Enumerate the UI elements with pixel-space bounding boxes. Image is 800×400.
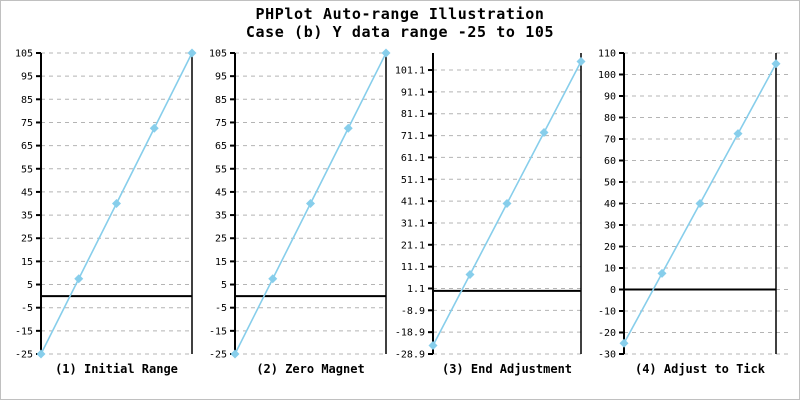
y-tick-label: 90 (604, 92, 616, 103)
y-tick-label: 45 (21, 187, 33, 198)
y-tick-label: 70 (604, 135, 616, 146)
y-tick-label: 35 (21, 211, 33, 222)
y-tick-label: 65 (215, 141, 227, 152)
y-tick-label: 40 (604, 199, 616, 210)
data-point-marker (428, 340, 438, 350)
panel-1: 105 95 85 75 65 55 45 35 25 15 5 -5 -15 -25 (15, 48, 197, 361)
data-point-marker (74, 274, 84, 284)
y-tick-label: 75 (21, 118, 33, 129)
data-point-marker (771, 59, 781, 69)
y-tick-label: 50 (604, 178, 616, 189)
data-point-marker (733, 129, 743, 139)
y-tick-label: 21.1 (401, 240, 425, 251)
data-point-marker (381, 48, 391, 58)
y-tick-label: 11.1 (401, 262, 425, 273)
data-point-marker (657, 268, 667, 278)
data-point-marker (230, 349, 240, 359)
y-tick-label: 101.1 (395, 66, 425, 77)
y-tick-label: 15 (215, 257, 227, 268)
y-tick-label: -5 (21, 303, 33, 314)
y-tick-label: -25 (209, 350, 227, 361)
data-point-marker (112, 199, 121, 208)
y-tick-label: 85 (21, 95, 33, 106)
data-point-marker (149, 123, 159, 133)
y-tick-label: 25 (21, 234, 33, 245)
y-tick-label: 91.1 (401, 87, 425, 98)
y-tick-label: 30 (604, 221, 616, 232)
y-tick-label: 110 (598, 49, 616, 60)
data-point-marker (465, 269, 475, 279)
y-tick-label: 31.1 (401, 218, 425, 229)
chart-title-line1: PHPlot Auto-range Illustration (255, 5, 545, 23)
y-tick-label: 75 (215, 118, 227, 129)
y-tick-label: 95 (21, 72, 33, 83)
panel-caption-4: (4) Adjust to Tick (634, 362, 766, 376)
y-tick-label: -28.9 (395, 350, 425, 361)
y-tick-label: 95 (215, 72, 227, 83)
panel-2: 105 95 85 75 65 55 45 35 25 15 5 -5 -15 -25 (209, 48, 391, 361)
data-point-marker (695, 199, 705, 208)
data-point-marker (268, 274, 278, 284)
data-point-marker (502, 199, 512, 208)
y-tick-label: -25 (15, 350, 33, 361)
y-tick-label: 5 (27, 280, 33, 291)
y-tick-label: 80 (604, 113, 616, 124)
y-tick-label: 60 (604, 156, 616, 167)
y-tick-label: 35 (215, 211, 227, 222)
y-tick-label: 10 (604, 264, 616, 275)
y-tick-label: 55 (21, 164, 33, 175)
data-point-marker (576, 57, 586, 67)
y-tick-label: 1.1 (407, 284, 425, 295)
y-tick-label: 20 (604, 242, 616, 253)
y-tick-label: -15 (209, 326, 227, 337)
y-tick-label: 105 (15, 49, 33, 60)
y-tick-label: 41.1 (401, 197, 425, 208)
y-tick-label: -5 (215, 303, 227, 314)
y-tick-label: -15 (15, 326, 33, 337)
data-point-marker (343, 123, 353, 133)
y-tick-label: 51.1 (401, 175, 425, 186)
y-tick-label: 5 (221, 280, 227, 291)
y-tick-label: -8.9 (401, 306, 425, 317)
y-tick-label: -30 (598, 350, 616, 361)
y-tick-label: 25 (215, 234, 227, 245)
data-point-marker (306, 199, 315, 208)
panel-3: 101.1 91.1 81.1 71.1 61.1 51.1 41.1 31.1 21.1 11.… (395, 53, 586, 361)
y-tick-label: 65 (21, 141, 33, 152)
y-tick-label: 71.1 (401, 131, 425, 142)
panel-caption-3: (3) End Adjustment (441, 362, 573, 376)
data-point-marker (619, 338, 629, 348)
y-tick-label: 105 (209, 49, 227, 60)
chart-title: PHPlot Auto-range Illustration Case (b) … (1, 5, 799, 41)
y-tick-label: 45 (215, 187, 227, 198)
data-point-marker (187, 48, 197, 58)
y-tick-label: 100 (598, 70, 616, 81)
data-point-marker (36, 349, 46, 359)
panel-caption-2: (2) Zero Magnet (256, 362, 365, 376)
data-point-marker (539, 128, 549, 138)
y-tick-label: 15 (21, 257, 33, 268)
y-tick-label: 81.1 (401, 109, 425, 120)
y-tick-label: 85 (215, 95, 227, 106)
panel-caption-1: (1) Initial Range (55, 362, 178, 376)
y-tick-label: 0 (610, 285, 616, 296)
y-tick-label: -20 (598, 328, 616, 339)
y-tick-label: 55 (215, 164, 227, 175)
y-tick-label: -10 (598, 307, 616, 318)
y-tick-label: -18.9 (395, 328, 425, 339)
chart-title-line2: Case (b) Y data range -25 to 105 (245, 23, 555, 41)
y-tick-label: 61.1 (401, 153, 425, 164)
